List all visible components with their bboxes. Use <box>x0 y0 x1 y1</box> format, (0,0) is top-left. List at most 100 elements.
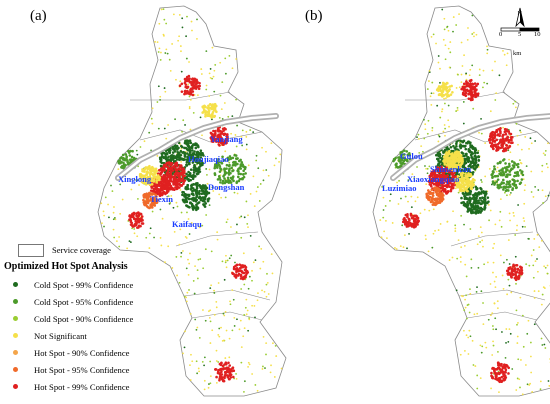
cluster-dot <box>235 270 238 274</box>
point-dot <box>382 216 385 219</box>
point-dot <box>519 386 521 389</box>
point-dot <box>211 329 214 332</box>
point-dot <box>489 314 492 317</box>
legend-item: Not Significant <box>4 328 204 343</box>
point-dot <box>476 312 479 315</box>
point-dot <box>213 289 215 292</box>
point-dot <box>521 314 524 317</box>
cluster-dot <box>467 149 471 153</box>
cluster-dot <box>517 277 520 281</box>
point-dot <box>426 88 429 90</box>
point-dot <box>176 205 179 208</box>
cluster-dot <box>180 144 183 148</box>
point-dot <box>465 72 468 75</box>
cluster-dot <box>203 200 206 203</box>
point-dot <box>180 50 182 53</box>
legend-dot <box>13 350 18 356</box>
point-dot <box>495 276 498 278</box>
cluster-dot <box>228 369 231 373</box>
cluster-dot <box>149 189 153 192</box>
cluster-dot <box>445 160 449 164</box>
point-dot <box>531 391 534 393</box>
point-dot <box>459 256 462 259</box>
cluster-dot <box>146 177 150 181</box>
point-dot <box>137 198 139 200</box>
cluster-dot <box>208 102 212 106</box>
point-dot <box>476 374 479 377</box>
point-dot <box>486 48 489 51</box>
point-dot <box>257 292 259 295</box>
point-dot <box>247 226 249 229</box>
point-dot <box>496 307 499 310</box>
point-dot <box>541 189 544 192</box>
cluster-dot <box>165 174 168 177</box>
point-dot <box>479 344 482 347</box>
cluster-dot <box>514 186 518 190</box>
point-dot <box>442 38 445 41</box>
cluster-dot <box>467 177 470 181</box>
point-dot <box>210 284 213 287</box>
cluster-dot <box>516 172 519 176</box>
point-dot <box>443 17 446 20</box>
cluster-dot <box>189 91 193 94</box>
cluster-dot <box>150 179 153 183</box>
cluster-dot <box>157 175 161 179</box>
point-dot <box>215 360 218 362</box>
point-dot <box>192 280 195 282</box>
cluster-dot <box>178 172 181 176</box>
point-dot <box>255 154 258 157</box>
cluster-dot <box>466 81 469 85</box>
cluster-dot <box>198 170 202 173</box>
point-dot <box>533 290 536 292</box>
point-dot <box>258 245 261 248</box>
point-dot <box>496 166 499 169</box>
cluster-dot <box>516 165 520 169</box>
cluster-dot <box>172 148 176 151</box>
cluster-dot <box>177 167 181 170</box>
cluster-dot <box>464 94 468 98</box>
point-dot <box>217 282 220 284</box>
cluster-dot <box>494 174 498 178</box>
point-dot <box>525 263 528 266</box>
cluster-dot <box>241 176 245 180</box>
point-dot <box>432 33 435 36</box>
point-dot <box>520 148 523 151</box>
cluster-dot <box>171 146 175 149</box>
cluster-dot <box>192 171 196 174</box>
point-dot <box>247 214 249 217</box>
point-dot <box>456 257 459 260</box>
point-dot <box>188 262 191 265</box>
point-dot <box>460 246 463 249</box>
cluster-dot <box>450 149 453 153</box>
point-dot <box>463 309 466 311</box>
point-dot <box>224 311 227 313</box>
point-dot <box>406 247 408 250</box>
cluster-dot <box>506 135 509 139</box>
point-dot <box>245 313 248 316</box>
point-dot <box>167 124 169 126</box>
point-dot <box>486 45 488 48</box>
point-dot <box>204 248 207 251</box>
cluster-dot <box>158 184 162 188</box>
cluster-dot <box>184 187 187 190</box>
point-dot <box>430 35 433 38</box>
cluster-dot <box>444 85 448 89</box>
cluster-dot <box>226 176 230 180</box>
cluster-dot <box>514 263 518 267</box>
cluster-dot <box>216 178 220 181</box>
point-dot <box>149 227 152 230</box>
cluster-dot <box>219 167 222 170</box>
point-dot <box>512 102 515 105</box>
legend-item: Hot Spot - 95% Confidence <box>4 362 204 377</box>
point-dot <box>506 194 508 197</box>
cluster-dot <box>151 201 155 205</box>
point-dot <box>441 108 444 111</box>
cluster-dot <box>441 193 444 196</box>
cluster-dot <box>483 206 487 210</box>
point-dot <box>248 318 251 321</box>
cluster-dot <box>220 161 224 165</box>
point-dot <box>398 179 400 182</box>
point-dot <box>492 261 495 264</box>
cluster-dot <box>186 140 190 143</box>
point-dot <box>540 303 543 306</box>
